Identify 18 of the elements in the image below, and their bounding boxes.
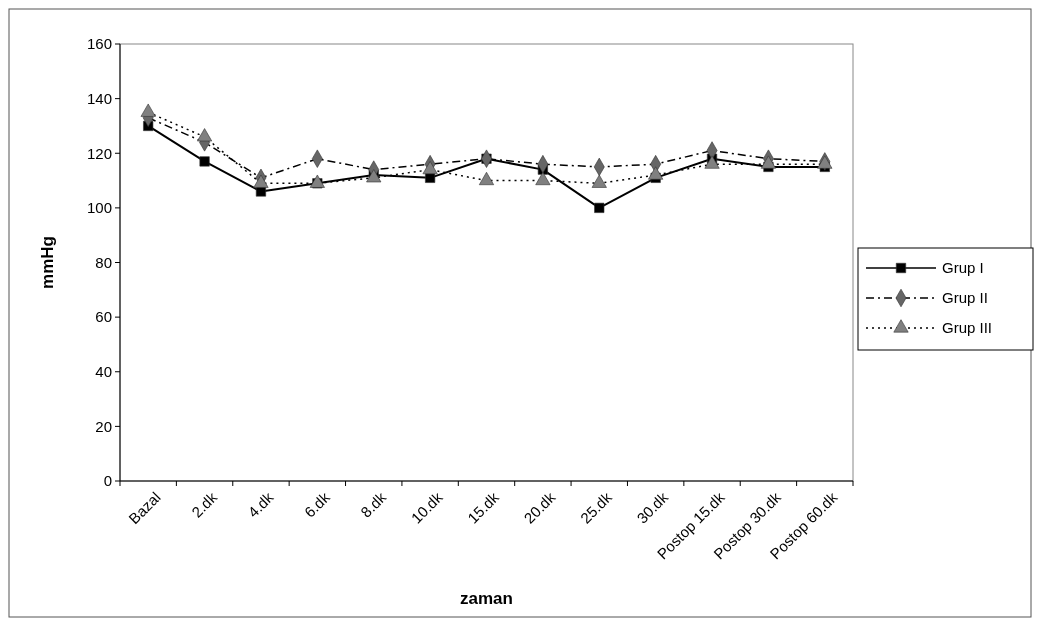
legend-label: Grup II xyxy=(942,289,988,307)
legend-label: Grup III xyxy=(942,319,993,337)
y-tick-label: 160 xyxy=(86,35,112,53)
y-tick-label: 0 xyxy=(103,472,112,490)
y-tick-label: 40 xyxy=(95,363,112,380)
y-tick-label: 60 xyxy=(95,308,112,326)
x-tick-label: 6.dk xyxy=(300,488,334,521)
y-axis-title: mmHg xyxy=(38,236,57,289)
x-tick-label: 2.dk xyxy=(188,488,221,521)
y-tick-label: 80 xyxy=(95,253,112,271)
x-tick-label: 4.dk xyxy=(244,488,277,521)
x-axis-title: zaman xyxy=(460,589,513,608)
legend-label: Grup I xyxy=(942,259,984,277)
y-tick-label: 120 xyxy=(86,144,112,162)
y-tick-label: 20 xyxy=(95,417,112,435)
y-tick-label: 100 xyxy=(86,199,112,217)
y-tick-label: 140 xyxy=(86,89,112,107)
x-tick-label: 8.dk xyxy=(357,488,390,521)
